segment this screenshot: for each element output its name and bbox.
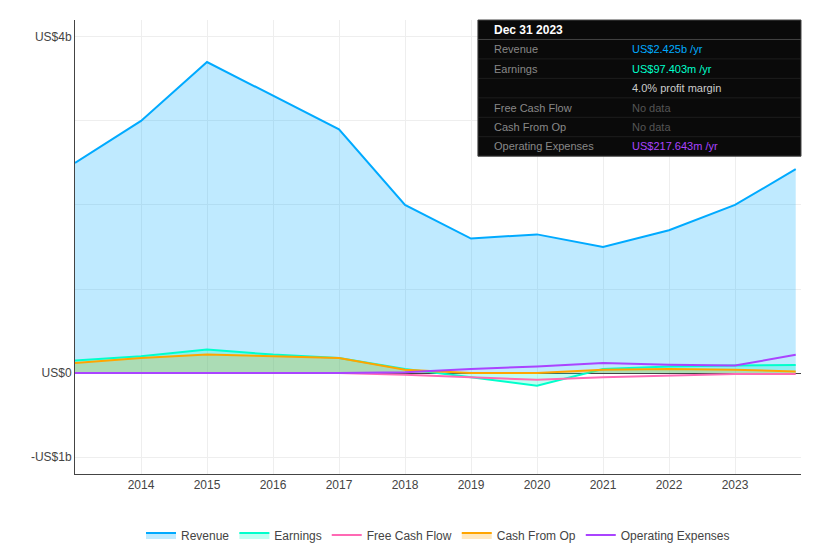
- svg-text:2021: 2021: [590, 478, 617, 492]
- svg-text:US$2.425b /yr: US$2.425b /yr: [632, 43, 703, 55]
- svg-text:2022: 2022: [656, 478, 683, 492]
- svg-text:2014: 2014: [128, 478, 155, 492]
- svg-text:Earnings: Earnings: [494, 63, 538, 75]
- svg-text:US$4b: US$4b: [35, 30, 72, 44]
- svg-text:No data: No data: [632, 121, 671, 133]
- svg-text:-US$1b: -US$1b: [31, 450, 72, 464]
- svg-text:2015: 2015: [194, 478, 221, 492]
- svg-text:Operating Expenses: Operating Expenses: [621, 529, 730, 543]
- svg-text:2020: 2020: [524, 478, 551, 492]
- svg-text:Revenue: Revenue: [494, 43, 538, 55]
- svg-text:US$0: US$0: [42, 366, 72, 380]
- svg-text:Earnings: Earnings: [274, 529, 321, 543]
- svg-text:4.0% profit margin: 4.0% profit margin: [632, 82, 721, 94]
- svg-text:2017: 2017: [326, 478, 353, 492]
- svg-text:US$97.403m /yr: US$97.403m /yr: [632, 63, 712, 75]
- svg-text:2023: 2023: [722, 478, 749, 492]
- svg-text:No data: No data: [632, 102, 671, 114]
- svg-text:Operating Expenses: Operating Expenses: [494, 140, 594, 152]
- svg-text:Free Cash Flow: Free Cash Flow: [367, 529, 452, 543]
- svg-text:US$217.643m /yr: US$217.643m /yr: [632, 140, 718, 152]
- svg-text:2018: 2018: [392, 478, 419, 492]
- svg-text:Cash From Op: Cash From Op: [494, 121, 566, 133]
- svg-text:Revenue: Revenue: [181, 529, 229, 543]
- svg-text:Dec 31 2023: Dec 31 2023: [494, 23, 563, 37]
- svg-text:Free Cash Flow: Free Cash Flow: [494, 102, 572, 114]
- svg-text:2019: 2019: [458, 478, 485, 492]
- svg-text:2016: 2016: [260, 478, 287, 492]
- svg-text:Cash From Op: Cash From Op: [497, 529, 576, 543]
